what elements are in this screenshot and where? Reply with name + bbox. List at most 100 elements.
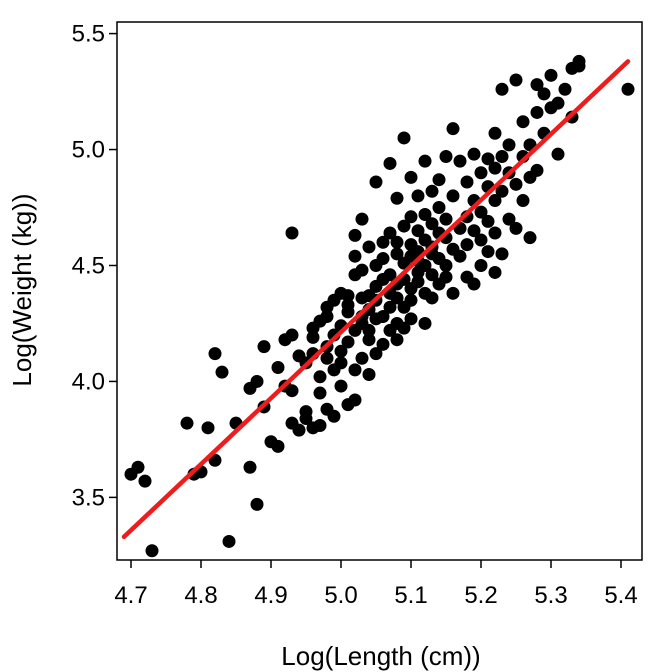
data-point (334, 344, 348, 358)
x-axis-ticks: 4.7 4.8 4.9 5.0 5.1 5.2 5.3 5.4 (114, 560, 638, 609)
data-point (299, 405, 313, 419)
data-point (467, 224, 481, 238)
plot-frame (116, 21, 643, 561)
data-point (495, 247, 509, 261)
data-point (404, 293, 418, 307)
data-point (516, 115, 530, 129)
data-point (180, 416, 194, 430)
data-point (383, 226, 397, 240)
y-tick-label: 5.0 (72, 137, 105, 164)
x-tick-label: 4.7 (114, 582, 147, 609)
data-point (481, 214, 495, 228)
data-point (215, 365, 229, 379)
data-point (418, 316, 432, 330)
data-point (425, 184, 439, 198)
data-point (404, 210, 418, 224)
data-point (411, 224, 425, 238)
x-tick-label: 5.3 (534, 582, 567, 609)
data-point (362, 333, 376, 347)
data-point (222, 534, 236, 548)
data-point (397, 219, 411, 233)
data-point (208, 347, 222, 361)
data-point (313, 386, 327, 400)
data-point (390, 191, 404, 205)
data-point (390, 247, 404, 261)
data-point (383, 300, 397, 314)
data-point (313, 419, 327, 432)
data-point (320, 351, 334, 365)
data-point (327, 409, 341, 423)
data-point (411, 275, 425, 289)
data-point (572, 59, 586, 73)
data-point (320, 310, 334, 324)
data-point (341, 335, 355, 349)
data-point (285, 226, 299, 240)
y-tick-label: 4.5 (72, 252, 105, 279)
data-point (488, 265, 502, 279)
data-point (474, 205, 488, 219)
data-point (530, 105, 544, 119)
data-point (285, 328, 299, 342)
x-tick-label: 5.1 (394, 582, 427, 609)
y-tick-label: 3.5 (72, 484, 105, 511)
y-axis-title: Log(Weight (kg)) (7, 193, 37, 386)
data-point (271, 361, 285, 375)
data-point (509, 73, 523, 87)
data-point (138, 474, 152, 488)
data-point (355, 351, 369, 365)
data-point (481, 245, 495, 259)
x-tick-label: 4.9 (254, 582, 287, 609)
data-point (341, 298, 355, 312)
y-axis-ticks: 3.5 4.0 4.5 5.0 5.5 (72, 21, 117, 511)
x-tick-label: 5.4 (604, 582, 637, 609)
x-tick-label: 5.0 (324, 582, 357, 609)
data-point (495, 184, 509, 198)
data-point (446, 189, 460, 203)
data-point (439, 212, 453, 226)
data-point (362, 367, 376, 381)
data-point (376, 337, 390, 351)
data-point (145, 544, 159, 558)
data-point (131, 460, 145, 474)
data-point (390, 333, 404, 347)
data-point (271, 439, 285, 453)
data-point (425, 268, 439, 282)
data-point (390, 235, 404, 249)
data-point (313, 370, 327, 384)
data-point (460, 175, 474, 189)
data-point (509, 177, 523, 191)
data-point (558, 82, 572, 96)
data-point (509, 221, 523, 235)
data-point (285, 384, 299, 398)
data-point (432, 201, 446, 215)
data-point (418, 154, 432, 168)
data-point (250, 497, 264, 511)
y-tick-label: 5.5 (72, 21, 105, 48)
data-point (418, 258, 432, 272)
data-point (348, 363, 362, 377)
data-point (488, 194, 502, 208)
data-point (397, 131, 411, 145)
data-point (488, 226, 502, 240)
data-point (460, 238, 474, 252)
data-point (348, 228, 362, 242)
data-point (362, 240, 376, 254)
data-point (362, 323, 376, 337)
data-point (369, 175, 383, 189)
data-point (306, 330, 320, 344)
x-tick-label: 5.2 (464, 582, 497, 609)
data-points (124, 54, 635, 558)
data-point (341, 289, 355, 303)
data-point (551, 96, 565, 110)
data-point (530, 163, 544, 177)
data-point (439, 270, 453, 284)
data-point (376, 310, 390, 324)
data-point (397, 321, 411, 335)
data-point (551, 147, 565, 161)
data-point (348, 249, 362, 263)
data-point (439, 150, 453, 163)
data-point (467, 147, 481, 161)
data-point (516, 194, 530, 208)
data-point (544, 68, 558, 82)
data-point (432, 173, 446, 187)
